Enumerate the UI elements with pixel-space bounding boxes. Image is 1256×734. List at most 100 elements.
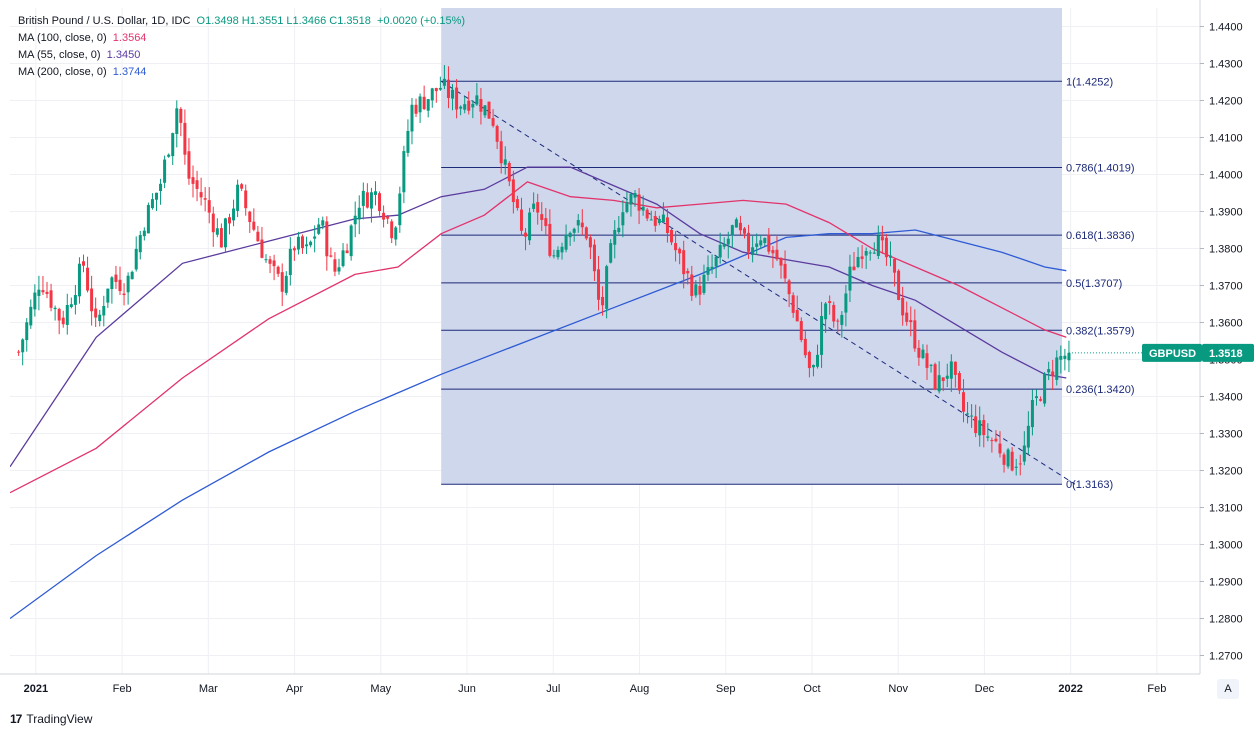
candle-up: [98, 309, 102, 327]
candle-down: [990, 437, 994, 453]
candle-body: [674, 243, 678, 251]
candle-up: [134, 236, 138, 272]
candle-body: [126, 275, 130, 293]
candle-down: [645, 207, 649, 222]
candle-body: [966, 413, 970, 415]
fib-level-label: 0.618(1.3836): [1066, 230, 1135, 242]
candle-up: [726, 231, 730, 259]
candle-down: [588, 234, 592, 260]
candle-down: [499, 130, 503, 174]
candle-body: [378, 193, 382, 212]
candle-body: [982, 420, 986, 436]
candle-body: [236, 184, 240, 211]
candle-down: [601, 286, 605, 316]
candle-body: [284, 275, 288, 293]
candle-body: [568, 232, 572, 238]
candle-body: [767, 234, 771, 252]
candle-down: [244, 184, 248, 216]
candle-body: [836, 320, 840, 322]
candle-down: [191, 165, 195, 198]
candle-up: [102, 295, 106, 327]
candle-body: [329, 255, 333, 257]
candle-up: [37, 275, 41, 311]
candle-down: [195, 170, 199, 202]
legend-ma200-row[interactable]: MA (200, close, 0) 1.3744: [18, 64, 465, 81]
candle-down: [272, 254, 276, 281]
candle-up: [430, 87, 434, 108]
candle-body: [532, 203, 536, 209]
candle-down: [690, 265, 694, 301]
candle-down: [994, 430, 998, 443]
candle-body: [77, 263, 81, 297]
x-tick-label: Jun: [458, 683, 476, 695]
candle-body: [69, 304, 73, 308]
candle-body: [986, 436, 990, 438]
legend-ma55-row[interactable]: MA (55, close, 0) 1.3450: [18, 47, 465, 64]
candle-up: [970, 404, 974, 428]
y-tick-label: 1.4300: [1209, 59, 1243, 71]
candle-down: [909, 306, 913, 337]
candle-body: [337, 267, 341, 272]
candle-body: [252, 221, 256, 230]
y-tick-label: 1.4100: [1209, 133, 1243, 145]
tradingview-logo[interactable]: 17 TradingView: [10, 712, 92, 726]
candle-down: [803, 331, 807, 359]
candle-body: [779, 258, 783, 266]
tradingview-logo-icon: 17: [10, 712, 22, 726]
candle-body: [65, 304, 69, 325]
legend-ma100-label: MA (100, close, 0): [18, 32, 107, 44]
candle-down: [333, 252, 337, 277]
candle-body: [511, 179, 515, 203]
candle-body: [560, 246, 564, 253]
y-tick-label: 1.2800: [1209, 614, 1243, 626]
candle-body: [617, 227, 621, 233]
candle-body: [410, 104, 414, 132]
candle-up: [966, 402, 970, 424]
fib-level-label: 0.5(1.3707): [1066, 278, 1122, 290]
candle-down: [682, 240, 686, 289]
candle-up: [369, 187, 373, 223]
candle-body: [300, 236, 304, 249]
candle-body: [422, 96, 426, 110]
candle-up: [163, 155, 167, 189]
candle-down: [860, 245, 864, 269]
candle-up: [398, 186, 402, 233]
candle-body: [223, 218, 227, 248]
candle-up: [621, 200, 625, 238]
candle-body: [710, 266, 714, 270]
candle-up: [811, 364, 815, 377]
candle-down: [787, 278, 791, 308]
candle-body: [544, 218, 548, 227]
tradingview-brand: TradingView: [26, 712, 93, 726]
candle-down: [203, 187, 207, 212]
candle-down: [592, 239, 596, 281]
candle-body: [783, 263, 787, 279]
candle-up: [641, 195, 645, 216]
candle-body: [455, 87, 459, 110]
candle-down: [300, 234, 304, 254]
candle-body: [1063, 355, 1067, 359]
candle-up: [21, 338, 25, 366]
candle-body: [1002, 454, 1006, 465]
candle-body: [949, 361, 953, 379]
candle-body: [491, 118, 495, 126]
candle-body: [933, 364, 937, 390]
auto-scale-button[interactable]: A: [1217, 679, 1239, 699]
candle-down: [280, 263, 284, 307]
candle-down: [378, 191, 382, 216]
candle-body: [1039, 399, 1043, 401]
candle-up: [617, 216, 621, 235]
candle-body: [434, 87, 438, 92]
legend-ma200-label: MA (200, close, 0): [18, 66, 107, 78]
candle-body: [775, 249, 779, 260]
candle-down: [82, 254, 86, 273]
x-tick-label: Feb: [1147, 683, 1166, 695]
candle-body: [888, 255, 892, 258]
legend-ma100-row[interactable]: MA (100, close, 0) 1.3564: [18, 30, 465, 47]
candle-body: [86, 267, 90, 291]
candle-down: [57, 307, 61, 335]
candle-down: [219, 223, 223, 248]
candle-body: [361, 190, 365, 206]
candle-down: [974, 404, 978, 438]
